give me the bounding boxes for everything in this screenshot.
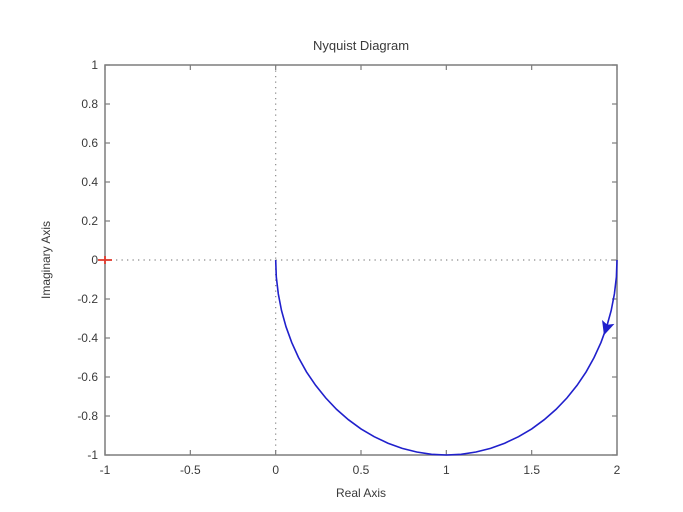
y-tick-label: -0.4 xyxy=(77,331,98,345)
x-tick-label: -0.5 xyxy=(180,463,201,477)
y-tick-label: 0.8 xyxy=(81,97,98,111)
y-tick-label: 0.4 xyxy=(81,175,98,189)
y-tick-label: 0.6 xyxy=(81,136,98,150)
y-tick-label: -0.6 xyxy=(77,370,98,384)
chart-title: Nyquist Diagram xyxy=(313,38,409,53)
x-tick-label: 0 xyxy=(272,463,279,477)
y-tick-label: -1 xyxy=(87,448,98,462)
y-tick-label: -0.2 xyxy=(77,292,98,306)
x-tick-label: -1 xyxy=(100,463,111,477)
y-tick-label: 0.2 xyxy=(81,214,98,228)
y-axis-label: Imaginary Axis xyxy=(39,221,53,299)
direction-arrow-icon xyxy=(602,319,615,336)
x-tick-label: 0.5 xyxy=(353,463,370,477)
x-tick-label: 1.5 xyxy=(523,463,540,477)
nyquist-curve xyxy=(274,259,618,456)
plot-layers: -1 -0.5 0 0.5 1 1.5 2 -1 -0.8 -0.6 -0.4 -0.2 0 0.2 0.4… xyxy=(77,58,620,477)
y-tick-label: 1 xyxy=(91,58,98,72)
x-axis-label: Real Axis xyxy=(336,486,386,500)
x-tick-label: 1 xyxy=(443,463,450,477)
x-tick-label: 2 xyxy=(614,463,621,477)
y-tick-label: 0 xyxy=(91,253,98,267)
y-tick-label: -0.8 xyxy=(77,409,98,423)
